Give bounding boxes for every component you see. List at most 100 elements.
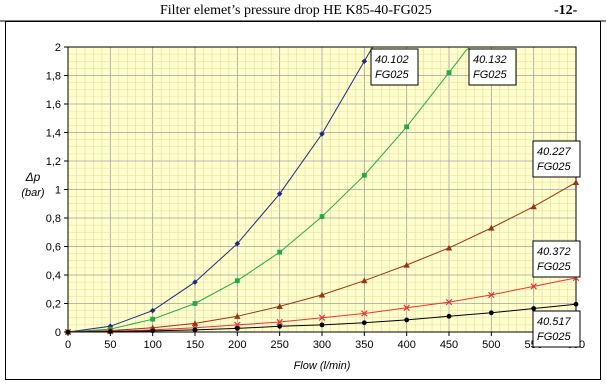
y-tick-label: 2 — [55, 42, 61, 54]
data-point — [234, 326, 240, 331]
series-label-text: FG025 — [537, 331, 572, 343]
page-title: Filter elemet’s pressure drop HE K85-40-… — [160, 3, 432, 18]
x-tick-label: 300 — [313, 339, 331, 351]
data-point — [488, 224, 495, 231]
data-point — [403, 261, 410, 268]
x-tick-label: 50 — [104, 339, 116, 351]
x-tick-label: 250 — [270, 339, 288, 351]
series-label-text: FG025 — [537, 161, 572, 173]
x-tick-label: 350 — [355, 339, 373, 351]
series-label-5: 40.517 FG025 — [532, 310, 581, 348]
series-label-box — [370, 48, 419, 86]
series-label-text: 40.372 — [537, 246, 571, 258]
data-point — [191, 320, 199, 327]
series-label-2: 40.132 FG025 — [468, 48, 517, 86]
data-point — [107, 329, 113, 334]
x-tick-label: 500 — [482, 339, 500, 351]
series-line — [67, 46, 374, 333]
data-point — [277, 323, 283, 329]
y-tick-label: 0,8 — [46, 213, 61, 225]
x-tick-label: 150 — [186, 339, 204, 351]
data-point — [361, 320, 367, 326]
y-tick-label: 1,6 — [46, 99, 61, 111]
data-point — [234, 278, 240, 284]
data-point — [150, 316, 156, 322]
data-point — [445, 244, 453, 251]
y-tick-label: 1,2 — [46, 156, 61, 168]
data-point — [530, 203, 537, 210]
data-point — [573, 301, 579, 307]
series-label-box — [532, 310, 581, 348]
x-tick-label: 0 — [65, 339, 71, 351]
y-tick-label: 0 — [55, 327, 61, 339]
y-tick-label: 1,4 — [46, 128, 61, 140]
y-tick-label: 0,2 — [46, 299, 61, 311]
series-2 — [65, 46, 471, 335]
series-label-text: 40.102 — [375, 54, 409, 66]
data-point — [361, 172, 367, 178]
data-point — [531, 306, 537, 311]
series-label-text: 40.227 — [537, 146, 572, 158]
data-point — [318, 314, 326, 321]
y-axis-label-unit: (bar) — [21, 187, 45, 199]
data-point — [488, 310, 494, 316]
series-label-text: FG025 — [375, 69, 410, 81]
x-tick-label: 200 — [228, 339, 246, 351]
data-point — [65, 329, 71, 335]
data-point — [150, 328, 156, 334]
data-point — [361, 277, 368, 284]
x-tick-label: 450 — [440, 339, 458, 351]
series-label-1: 40.102 FG025 — [370, 48, 419, 86]
series-label-text: 40.517 — [537, 316, 572, 328]
chart-frame — [5, 21, 601, 380]
data-point — [107, 323, 114, 330]
data-point — [361, 310, 368, 317]
series-layer — [64, 46, 580, 336]
data-point — [488, 291, 495, 299]
data-point — [404, 124, 410, 130]
x-tick-label: 100 — [143, 339, 161, 351]
series-label-text: 40.132 — [473, 54, 507, 66]
page-number: -12- — [554, 3, 578, 18]
series-labels: 40.102 FG025 40.132 FG025 40.227 FG025 40.372 F… — [370, 48, 581, 348]
data-point — [530, 283, 537, 290]
data-point — [234, 321, 241, 329]
series-label-box — [532, 240, 581, 278]
y-tick-label: 1 — [55, 185, 61, 197]
series-label-text: FG025 — [537, 261, 572, 273]
data-point — [192, 301, 198, 306]
series-label-box — [532, 140, 581, 178]
series-label-4: 40.372 FG025 — [532, 240, 581, 278]
data-point — [319, 214, 325, 219]
data-point — [276, 190, 283, 197]
data-point — [192, 327, 198, 333]
data-point — [318, 291, 326, 298]
data-point — [319, 322, 325, 328]
data-point — [192, 279, 198, 285]
data-point — [149, 307, 156, 314]
data-point — [319, 131, 325, 137]
series-label-text: FG025 — [473, 69, 508, 81]
data-point — [572, 179, 580, 185]
series-label-3: 40.227 FG025 — [532, 140, 581, 178]
data-point — [361, 58, 368, 65]
data-point — [403, 304, 410, 311]
x-axis-label: Flow (l/min) — [294, 360, 351, 372]
data-point — [446, 70, 452, 76]
data-point — [446, 313, 452, 319]
data-point — [234, 240, 241, 247]
series-5 — [65, 301, 579, 335]
y-tick-label: 0,6 — [46, 242, 61, 254]
series-label-box — [468, 48, 517, 86]
data-point — [234, 313, 241, 319]
data-point — [276, 318, 283, 326]
x-tick-label: 400 — [397, 339, 415, 351]
data-point — [277, 249, 283, 255]
y-tick-label: 1,8 — [46, 71, 61, 83]
y-axis-label-symbol: Δp — [25, 170, 41, 184]
grid — [68, 47, 576, 332]
data-point — [404, 317, 410, 323]
y-tick-label: 0,4 — [46, 270, 61, 282]
